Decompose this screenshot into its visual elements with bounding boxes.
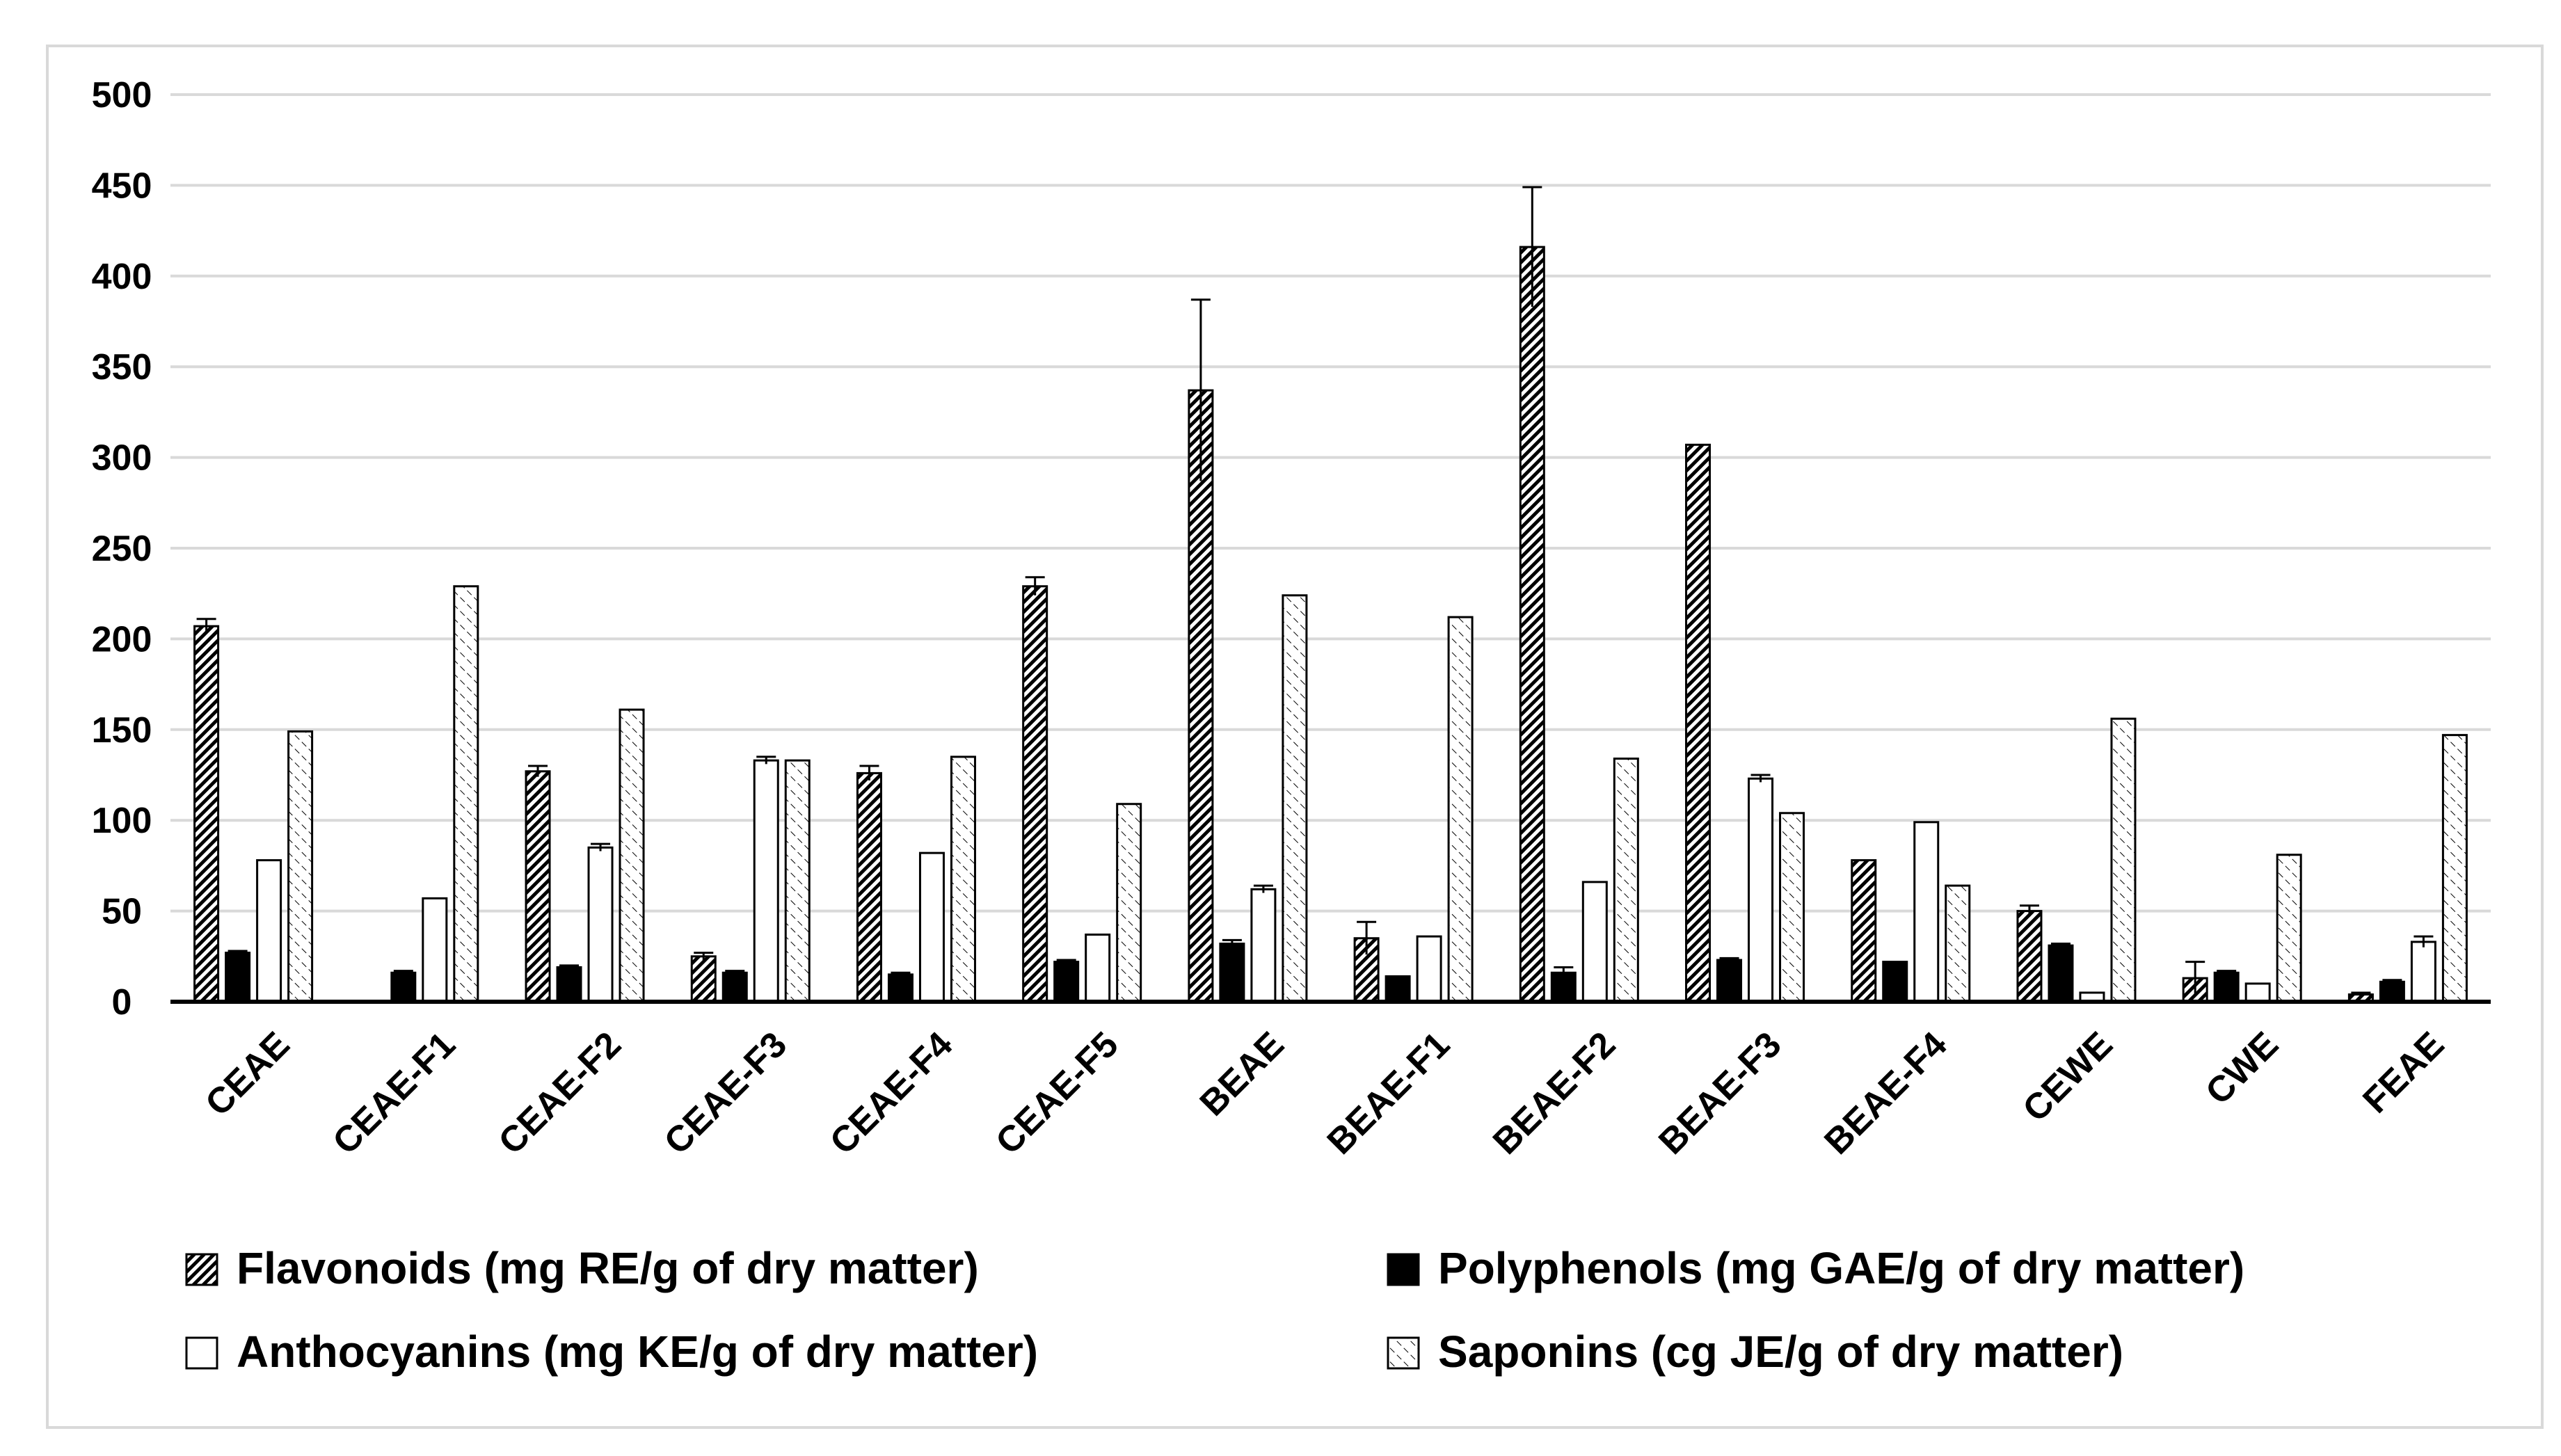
bar-solid bbox=[1053, 961, 1080, 1003]
bar-diag-sparse bbox=[784, 759, 811, 1003]
bar-diag-sparse bbox=[1779, 812, 1805, 1003]
bar-white bbox=[1416, 935, 1442, 1003]
bar-white bbox=[256, 859, 282, 1003]
bar-solid bbox=[1882, 961, 1908, 1003]
bar-white bbox=[2244, 982, 2271, 1003]
bar-solid bbox=[2213, 971, 2240, 1003]
bar-diag-dense bbox=[1685, 443, 1712, 1003]
y-tick-label: 400 bbox=[92, 257, 152, 297]
bar-diag-sparse bbox=[619, 708, 645, 1003]
bar-solid bbox=[721, 971, 748, 1003]
bar-diag-dense bbox=[2016, 910, 2043, 1003]
bar-white bbox=[1581, 881, 1608, 1003]
bar-solid bbox=[887, 973, 913, 1003]
bar-diag-sparse bbox=[1116, 803, 1142, 1003]
legend-swatch-solid bbox=[1387, 1253, 1420, 1286]
bar-diag-dense bbox=[193, 625, 220, 1003]
bar-solid bbox=[2379, 980, 2405, 1003]
legend-label: Polyphenols (mg GAE/g of dry matter) bbox=[1438, 1243, 2244, 1293]
y-tick-label: 500 bbox=[92, 75, 152, 115]
bar-diag-sparse bbox=[2110, 717, 2137, 1003]
bar-white bbox=[1748, 777, 1774, 1003]
legend-label: Anthocyanins (mg KE/g of dry matter) bbox=[237, 1327, 1038, 1377]
bar-diag-sparse bbox=[2441, 734, 2468, 1003]
bar-white bbox=[2410, 941, 2436, 1003]
legend: Flavonoids (mg RE/g of dry matter) Polyph… bbox=[185, 1243, 2244, 1377]
bar-diag-dense bbox=[690, 955, 717, 1003]
bar-diag-sparse bbox=[1613, 758, 1639, 1003]
y-tick-label: 100 bbox=[92, 801, 152, 841]
bar-diag-dense bbox=[1519, 246, 1545, 1003]
bar-white bbox=[587, 846, 614, 1003]
bar-diag-sparse bbox=[287, 730, 314, 1003]
y-tick-label: 300 bbox=[92, 438, 152, 479]
y-axis-ticks: 0 50 100 150 200 250 300 350 400 450 500 bbox=[92, 75, 152, 1023]
bar-solid bbox=[1219, 943, 1245, 1003]
bars bbox=[170, 246, 2491, 1004]
bar-diag-dense bbox=[1188, 389, 1214, 1003]
y-tick-label: 250 bbox=[92, 529, 152, 569]
bar-white bbox=[918, 851, 945, 1003]
bar-solid bbox=[1716, 959, 1743, 1003]
bar-diag-dense bbox=[856, 771, 882, 1003]
bar-diag-dense bbox=[525, 770, 551, 1003]
y-tick-label: 200 bbox=[92, 619, 152, 659]
error-bars bbox=[196, 186, 2434, 997]
bar-white bbox=[1085, 934, 1111, 1003]
legend-label: Flavonoids (mg RE/g of dry matter) bbox=[237, 1243, 979, 1293]
y-tick-label: 150 bbox=[92, 710, 152, 751]
bar-white bbox=[753, 759, 779, 1003]
bar-diag-dense bbox=[1851, 859, 1877, 1003]
bar-solid bbox=[225, 952, 251, 1003]
y-tick-label: 0 bbox=[112, 982, 132, 1023]
bar-white bbox=[1250, 888, 1277, 1003]
bar-solid bbox=[390, 971, 417, 1003]
bar-diag-sparse bbox=[453, 585, 479, 1003]
bar-white bbox=[1913, 821, 1940, 1003]
bar-diag-sparse bbox=[950, 755, 976, 1003]
legend-swatch-white bbox=[185, 1336, 218, 1370]
bar-diag-sparse bbox=[2276, 854, 2302, 1003]
bar-white bbox=[422, 897, 448, 1003]
legend-swatch-diag-dense bbox=[185, 1253, 218, 1286]
y-tick-label: 450 bbox=[92, 166, 152, 206]
y-tick-label: 50 bbox=[102, 892, 142, 932]
bar-diag-dense bbox=[1022, 585, 1048, 1003]
bar-diag-sparse bbox=[1282, 594, 1308, 1003]
bar-diag-sparse bbox=[1945, 884, 1971, 1003]
bar-diag-sparse bbox=[1447, 616, 1474, 1003]
bar-solid bbox=[1385, 975, 1411, 1003]
y-tick-label: 350 bbox=[92, 347, 152, 387]
bar-solid bbox=[556, 966, 582, 1003]
bar-solid bbox=[2048, 944, 2074, 1003]
legend-label: Saponins (cg JE/g of dry matter) bbox=[1438, 1327, 2123, 1377]
legend-swatch-diag-sparse bbox=[1387, 1336, 1420, 1370]
